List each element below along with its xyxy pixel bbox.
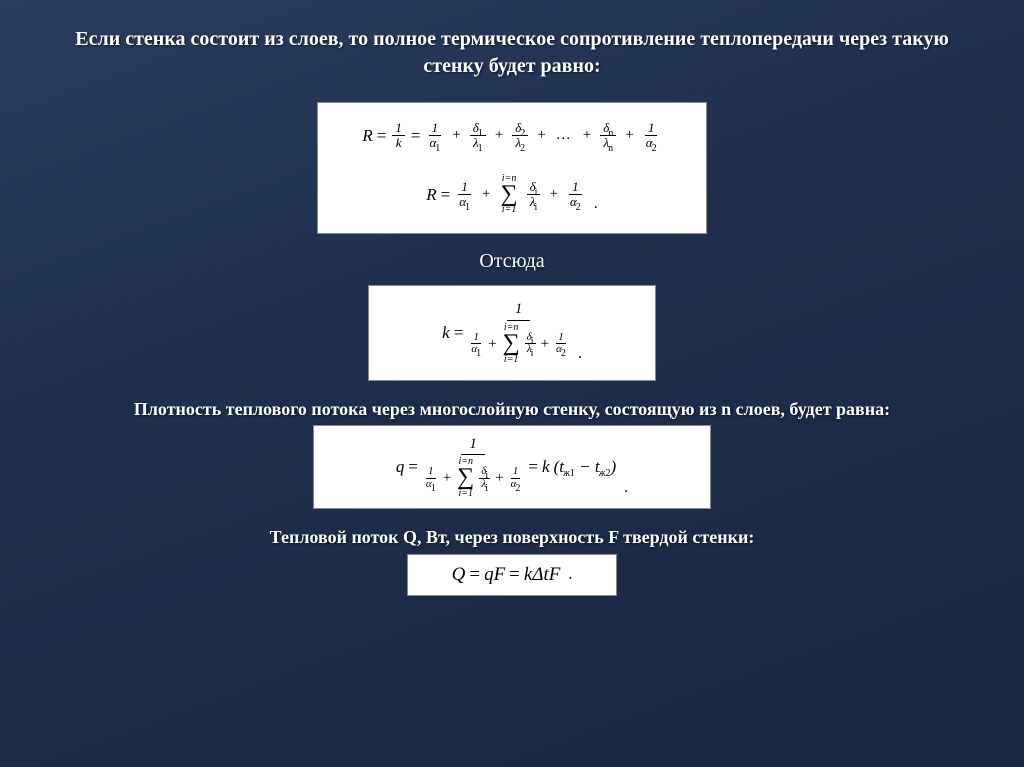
label-hence: Отсюда [479,250,544,273]
subheading-heatflow: Тепловой поток Q, Вт, через поверхность … [102,525,922,549]
formula-box-big-q: Q = qF = kΔtF . [407,554,617,596]
sigma-icon: i=n ∑ i=1 [503,323,520,365]
equation-big-q: Q = qF = kΔtF . [452,564,573,586]
formula-box-resistance: R = 1k = 1α1 + δ1λ1 + δ2λ2 + … + δnλn + … [317,102,707,234]
formula-box-k: k = 1 1α1 + i=n ∑ i=1 δiλi + 1α2 . [368,285,656,381]
sigma-icon: i=n ∑ i=1 [501,174,518,216]
formula-box-q: q = 1 1α1 + i=n ∑ i=1 δiλi + 1α2 = k (tж… [313,425,711,509]
equation-k: k = 1 1α1 + i=n ∑ i=1 δiλi + 1α2 . [442,301,582,364]
equation-q: q = 1 1α1 + i=n ∑ i=1 δiλi + 1α2 = k (tж… [396,436,628,499]
heading-text: Если стенка состоит из слоев, то полное … [72,26,952,80]
equation-r-sum: R = 1α1 + i=n ∑ i=1 δiλi + 1α2 . [426,174,598,216]
subheading-flux: Плотность теплового потока через многосл… [102,397,922,421]
equation-r-expanded: R = 1k = 1α1 + δ1λ1 + δ2λ2 + … + δnλn + … [362,121,661,151]
sigma-icon: i=n ∑ i=1 [457,457,474,499]
